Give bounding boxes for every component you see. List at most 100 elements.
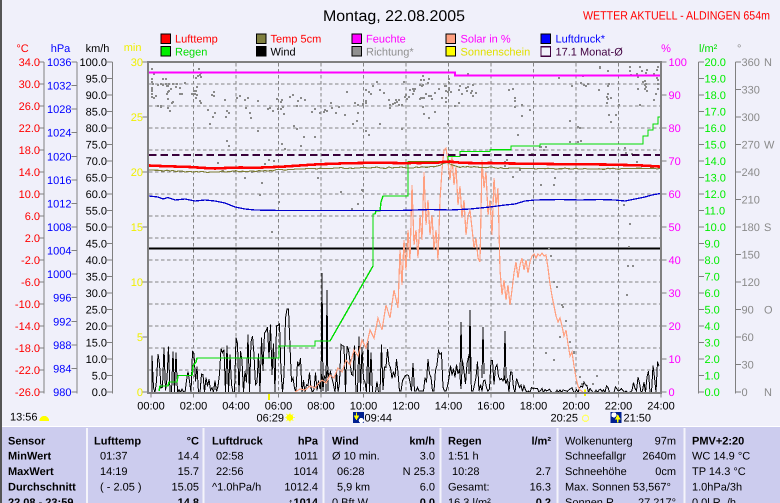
svg-text:3.0: 3.0 bbox=[705, 338, 720, 350]
svg-text:19.0: 19.0 bbox=[705, 74, 726, 86]
svg-text:06:28: 06:28 bbox=[337, 466, 365, 478]
svg-text:WETTER AKTUELL - ALDINGEN 654m: WETTER AKTUELL - ALDINGEN 654m bbox=[583, 9, 770, 23]
svg-text:15.0: 15.0 bbox=[86, 338, 107, 350]
svg-text:60: 60 bbox=[742, 332, 754, 344]
svg-text:1000: 1000 bbox=[47, 269, 71, 281]
svg-text:8.0: 8.0 bbox=[705, 255, 720, 267]
svg-text:-10.0: -10.0 bbox=[15, 299, 40, 311]
svg-text:1011: 1011 bbox=[294, 451, 318, 463]
svg-text:1004: 1004 bbox=[47, 246, 71, 258]
svg-text:14.0: 14.0 bbox=[19, 167, 40, 179]
svg-text:20:25: 20:25 bbox=[550, 413, 578, 425]
svg-text:( - 2.05 ): ( - 2.05 ) bbox=[100, 482, 142, 494]
svg-text:Luftdruck*: Luftdruck* bbox=[556, 34, 606, 46]
svg-text:Schneefallgr: Schneefallgr bbox=[565, 451, 626, 463]
svg-text:50.0: 50.0 bbox=[86, 222, 107, 234]
svg-text:1008: 1008 bbox=[47, 222, 71, 234]
svg-text:04:00: 04:00 bbox=[222, 401, 250, 413]
svg-text:35.0: 35.0 bbox=[86, 272, 107, 284]
svg-text:17.0: 17.0 bbox=[705, 107, 726, 119]
svg-text:80: 80 bbox=[669, 123, 681, 135]
svg-text:06:29: 06:29 bbox=[256, 413, 284, 425]
svg-text:330: 330 bbox=[742, 85, 760, 97]
svg-text:1.0: 1.0 bbox=[705, 371, 720, 383]
svg-text:30: 30 bbox=[742, 360, 754, 372]
svg-text:12:00: 12:00 bbox=[392, 401, 420, 413]
svg-text:Wind: Wind bbox=[332, 435, 359, 447]
svg-text:5.0: 5.0 bbox=[92, 371, 107, 383]
svg-text:02:58: 02:58 bbox=[216, 451, 244, 463]
svg-text:Regen: Regen bbox=[448, 435, 482, 447]
svg-text:12.0: 12.0 bbox=[705, 189, 726, 201]
svg-text:15: 15 bbox=[131, 222, 143, 234]
svg-text:l/m²: l/m² bbox=[699, 43, 718, 55]
svg-text:7.0: 7.0 bbox=[705, 272, 720, 284]
svg-text:PMV+2:20: PMV+2:20 bbox=[692, 435, 744, 447]
svg-text:O: O bbox=[764, 305, 773, 317]
svg-text:15.7: 15.7 bbox=[178, 466, 199, 478]
svg-text:20: 20 bbox=[669, 321, 681, 333]
svg-text:-22.0: -22.0 bbox=[15, 365, 40, 377]
svg-text:Max. Sonnen 53,567°: Max. Sonnen 53,567° bbox=[565, 482, 671, 494]
svg-text:980: 980 bbox=[53, 387, 71, 399]
svg-text:10:00: 10:00 bbox=[350, 401, 378, 413]
svg-text:Montag, 22.08.2005: Montag, 22.08.2005 bbox=[323, 8, 465, 25]
svg-text:Wind: Wind bbox=[271, 46, 296, 58]
svg-text:06:00: 06:00 bbox=[265, 401, 293, 413]
svg-text:85.0: 85.0 bbox=[86, 107, 107, 119]
svg-text:km/h: km/h bbox=[86, 43, 110, 55]
svg-text:Luftdruck: Luftdruck bbox=[212, 435, 264, 447]
svg-text:02:00: 02:00 bbox=[180, 401, 208, 413]
svg-text:2.0: 2.0 bbox=[25, 233, 40, 245]
svg-text:60.0: 60.0 bbox=[86, 189, 107, 201]
svg-text:08:00: 08:00 bbox=[307, 401, 335, 413]
svg-text:N: N bbox=[764, 387, 772, 399]
svg-text:Schneehöhe: Schneehöhe bbox=[565, 466, 627, 478]
svg-text:Regen: Regen bbox=[175, 46, 207, 58]
svg-text:10.0: 10.0 bbox=[86, 354, 107, 366]
svg-text:40: 40 bbox=[669, 255, 681, 267]
svg-text:km/h: km/h bbox=[409, 435, 435, 447]
svg-text:34.0: 34.0 bbox=[19, 57, 40, 69]
svg-text:360: 360 bbox=[742, 57, 760, 69]
svg-text:16.3 l/m²: 16.3 l/m² bbox=[448, 497, 491, 503]
svg-text:22.08 - 23:59: 22.08 - 23:59 bbox=[8, 497, 73, 503]
svg-text:14.4: 14.4 bbox=[178, 451, 199, 463]
svg-text:27,217°: 27,217° bbox=[638, 497, 676, 503]
svg-text:14.8: 14.8 bbox=[178, 497, 199, 503]
svg-text:hPa: hPa bbox=[51, 43, 71, 55]
svg-text:1020: 1020 bbox=[47, 151, 71, 163]
svg-text:0: 0 bbox=[669, 387, 675, 399]
svg-text:14:00: 14:00 bbox=[435, 401, 463, 413]
svg-text:0.2: 0.2 bbox=[536, 497, 551, 503]
svg-text:10.0: 10.0 bbox=[705, 222, 726, 234]
svg-text:Gesamt:: Gesamt: bbox=[448, 482, 490, 494]
svg-text:00:00: 00:00 bbox=[137, 401, 165, 413]
svg-text:MaxWert: MaxWert bbox=[8, 466, 54, 478]
svg-text:30.0: 30.0 bbox=[19, 79, 40, 91]
svg-text:S: S bbox=[764, 222, 771, 234]
svg-text:988: 988 bbox=[53, 340, 71, 352]
svg-text:16.3: 16.3 bbox=[530, 482, 551, 494]
svg-text:min: min bbox=[124, 42, 142, 54]
svg-text:2640m: 2640m bbox=[642, 451, 676, 463]
svg-text:Ø 10 min.: Ø 10 min. bbox=[332, 451, 380, 463]
svg-text:240: 240 bbox=[742, 167, 760, 179]
svg-text:70.0: 70.0 bbox=[86, 156, 107, 168]
svg-text:95.0: 95.0 bbox=[86, 74, 107, 86]
svg-text:Richtung*: Richtung* bbox=[366, 46, 414, 58]
svg-text:-18.0: -18.0 bbox=[15, 343, 40, 355]
svg-text:16:00: 16:00 bbox=[477, 401, 505, 413]
svg-text:90.0: 90.0 bbox=[86, 90, 107, 102]
svg-text:14.0: 14.0 bbox=[705, 156, 726, 168]
svg-text:1024: 1024 bbox=[47, 128, 71, 140]
svg-text:45.0: 45.0 bbox=[86, 239, 107, 251]
svg-text:90: 90 bbox=[669, 90, 681, 102]
svg-text:1012.4: 1012.4 bbox=[284, 482, 318, 494]
svg-text:18.0: 18.0 bbox=[705, 90, 726, 102]
svg-text:°: ° bbox=[737, 43, 741, 55]
svg-text:13:56: 13:56 bbox=[10, 412, 38, 424]
svg-text:°C: °C bbox=[16, 43, 28, 55]
svg-text:0.0: 0.0 bbox=[92, 387, 107, 399]
svg-text:90: 90 bbox=[742, 305, 754, 317]
